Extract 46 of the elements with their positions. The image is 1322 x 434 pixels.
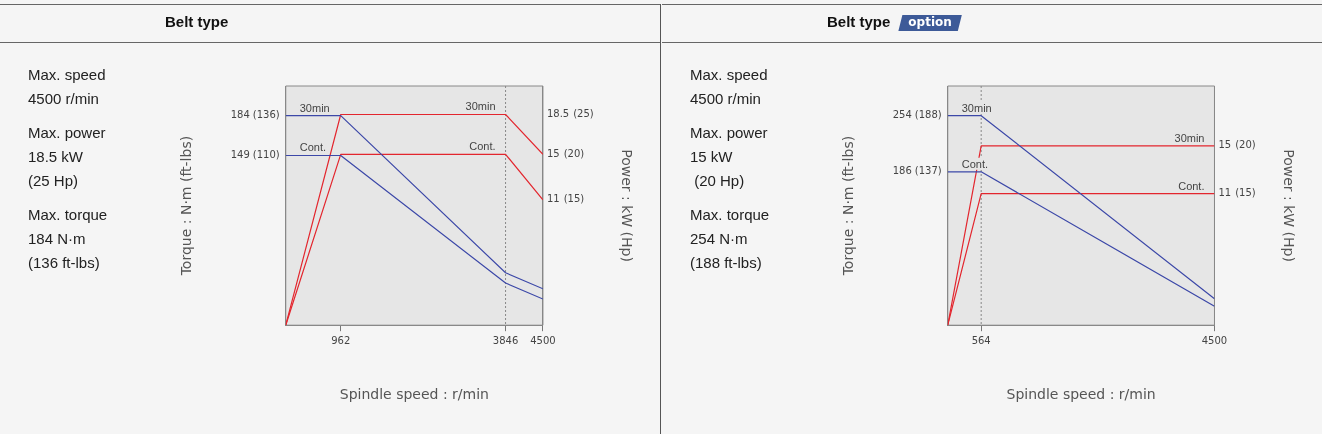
- series-label: 30min: [465, 100, 496, 113]
- series-label: Cont.: [299, 141, 327, 154]
- x-tick-label: 4500: [530, 334, 556, 346]
- series-label: 30min: [299, 101, 330, 114]
- y2-tick-label: 18.5: [546, 108, 570, 120]
- text: (15): [563, 193, 585, 205]
- text: Max. power 18.5 kW (25 Hp): [28, 124, 106, 189]
- x-tick-label: 962: [331, 334, 351, 346]
- y2-axis-title: Power : kW (Hp): [618, 149, 635, 262]
- series-label: Cont.: [1178, 179, 1205, 192]
- x-tick-label: 3846: [492, 334, 519, 346]
- series-label: Cont.: [469, 140, 496, 153]
- y-tick-label: 149: [230, 149, 250, 161]
- text: (20): [1235, 139, 1256, 151]
- text: (110): [252, 149, 280, 161]
- y2-tick-label: 11: [1218, 187, 1232, 199]
- text: (137): [914, 165, 942, 177]
- chart-title: Belt type: [165, 13, 229, 31]
- chart-title: Belt type: [827, 13, 891, 31]
- y-tick-label: 184: [230, 109, 250, 121]
- series-label: 30min: [961, 101, 992, 114]
- x-axis-title: Spindle speed : r/min: [339, 386, 489, 403]
- text: (136): [252, 109, 280, 121]
- x-tick-label: 4500: [1201, 334, 1228, 346]
- y2-tick-label: 11: [546, 193, 560, 205]
- text: Max. torque 254 N·m (188 ft-lbs): [690, 206, 770, 271]
- y2-axis-title: Power : kW (Hp): [1280, 149, 1297, 262]
- text: Max. torque 184 N·m (136 ft-lbs): [28, 206, 108, 271]
- y-axis-title: Torque : N·m (ft-lbs): [840, 135, 857, 277]
- text: Max. power 15 kW (20 Hp): [690, 124, 768, 189]
- y2-tick-label: 15: [546, 147, 560, 159]
- y-tick-label: 186: [892, 165, 912, 177]
- y-axis-title: Torque : N·m (ft-lbs): [178, 135, 195, 277]
- text: (25): [573, 108, 594, 120]
- text: (20): [563, 147, 585, 159]
- text: Max. speed 4500 r/min: [28, 66, 106, 107]
- y2-tick-label: 15: [1218, 139, 1232, 151]
- series-label: 30min: [1174, 131, 1205, 144]
- series-label: Cont.: [961, 157, 989, 170]
- text: (15): [1235, 187, 1256, 199]
- x-tick-label: 564: [971, 334, 991, 346]
- text: Max. speed 4500 r/min: [690, 66, 768, 107]
- y-tick-label: 254: [892, 109, 912, 121]
- x-axis-title: Spindle speed : r/min: [1006, 386, 1156, 403]
- chart-subtitle: option: [908, 15, 952, 30]
- text: (188): [914, 109, 942, 121]
